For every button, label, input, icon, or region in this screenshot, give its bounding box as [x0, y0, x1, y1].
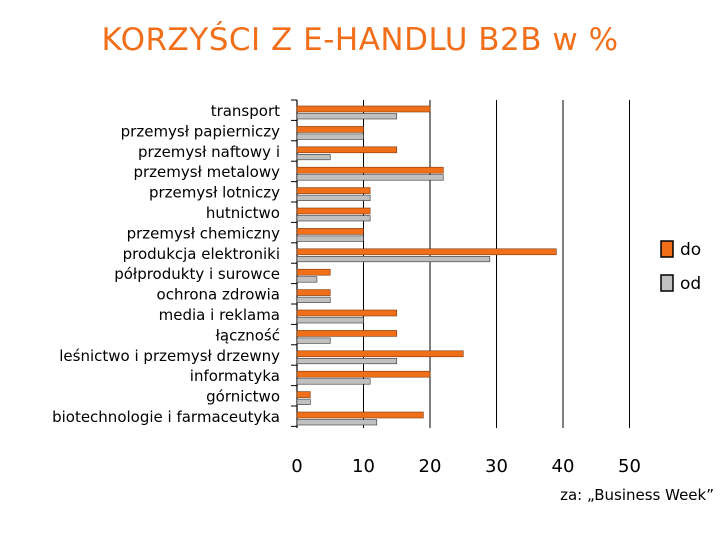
bar-do: [296, 248, 557, 256]
legend-swatch-do: [660, 240, 674, 258]
bar-od: [296, 174, 444, 181]
legend-label-do: do: [680, 240, 701, 260]
bar-do: [296, 268, 331, 276]
category-label: produkcja elektroniki: [123, 245, 280, 263]
category-label: przemysł naftowy i: [138, 143, 280, 161]
bar-od: [296, 296, 331, 303]
bar-do: [296, 330, 398, 337]
bar-od: [296, 357, 398, 365]
category-label: biotechnologie i farmaceutyka: [52, 408, 280, 426]
source-note: za: „Business Week”: [560, 486, 714, 504]
bar-od: [296, 337, 331, 344]
bar-od: [296, 398, 311, 405]
category-label: przemysł lotniczy: [149, 184, 280, 202]
bar-od: [296, 317, 364, 324]
category-label: media i reklama: [159, 306, 280, 324]
category-label: transport: [211, 102, 280, 120]
bar-od: [296, 133, 364, 140]
bar-do: [296, 350, 464, 358]
bar-od: [296, 235, 364, 242]
bar-do: [296, 146, 398, 154]
legend-swatch-od: [660, 274, 674, 292]
x-tick-label: 20: [419, 456, 442, 477]
category-label: przemysł chemiczny: [127, 224, 281, 242]
bar-od: [296, 194, 371, 201]
category-label: przemysł metalowy: [133, 163, 280, 181]
bar-od: [296, 419, 378, 426]
bar-od: [296, 113, 398, 120]
chart-title: KORZYŚCI Z E-HANDLU B2B w %: [101, 22, 619, 58]
bar-od: [296, 276, 318, 283]
category-label: leśnictwo i przemysł drzewny: [59, 347, 280, 365]
bar-od: [296, 255, 491, 263]
category-label: półprodukty i surowce: [114, 265, 280, 283]
category-label: ochrona zdrowia: [157, 286, 280, 304]
bar-do: [296, 391, 311, 398]
legend-label-od: od: [680, 274, 701, 294]
category-label: górnictwo: [206, 388, 280, 406]
bar-od: [296, 215, 371, 222]
category-label: przemysł papierniczy: [121, 122, 280, 140]
bar-od: [296, 154, 331, 161]
bar-do: [296, 228, 364, 235]
x-tick-label: 30: [485, 456, 508, 477]
bar-do: [296, 126, 364, 133]
bar-do: [296, 370, 431, 378]
category-label: informatyka: [190, 367, 280, 385]
bar-do: [296, 207, 371, 215]
x-tick-label: 0: [291, 456, 302, 477]
bar-od: [296, 378, 371, 385]
bar-do: [296, 187, 371, 194]
x-tick-label: 40: [552, 456, 575, 477]
bar-do: [296, 309, 398, 317]
category-label: hutnictwo: [206, 204, 280, 222]
bar-do: [296, 289, 331, 296]
x-tick-label: 50: [618, 456, 641, 477]
bar-do: [296, 166, 444, 174]
x-tick-label: 10: [352, 456, 375, 477]
category-label: łączność: [216, 326, 280, 344]
bar-do: [296, 105, 431, 113]
bar-do: [296, 411, 424, 419]
